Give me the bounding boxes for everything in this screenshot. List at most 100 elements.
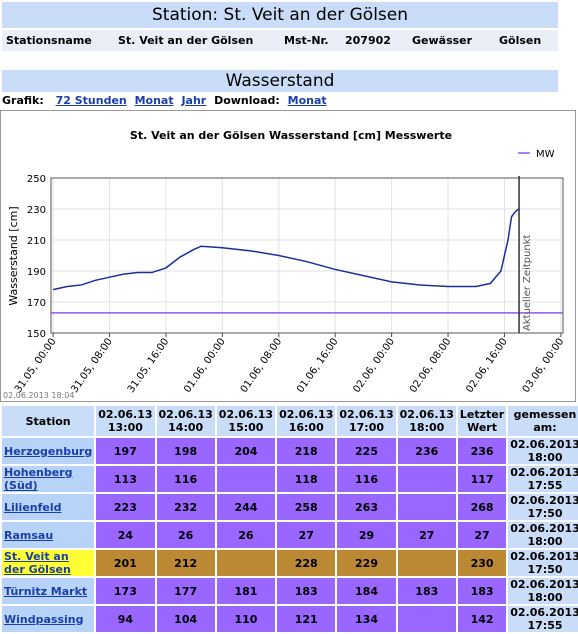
column-header: Station bbox=[2, 406, 95, 436]
section-title: Wasserstand bbox=[2, 70, 558, 92]
x-tick-label: 31.05, 00:00 bbox=[13, 336, 59, 395]
nav-link[interactable]: Monat bbox=[287, 94, 327, 107]
station-cell: St. Veit an der Gölsen bbox=[2, 550, 95, 576]
chart-box: St. Veit an der Gölsen Wasserstand [cm] … bbox=[0, 110, 576, 402]
station-cell: Windpassing bbox=[2, 606, 95, 632]
value-cell: 212 bbox=[156, 550, 215, 576]
measured-at: 02.06.2013 18:00 bbox=[508, 578, 578, 604]
value-cell: 183 bbox=[277, 578, 336, 604]
header-text: 16:00 bbox=[288, 421, 324, 434]
info-label: Gewässer bbox=[412, 34, 473, 47]
header-text: 02.06.13 bbox=[158, 408, 213, 421]
station-link[interactable]: Lilienfeld bbox=[4, 500, 62, 514]
station-link[interactable]: Hohenberg (Süd) bbox=[4, 466, 73, 492]
x-tick-label: 03.06, 00:00 bbox=[521, 336, 567, 395]
value-cell: 27 bbox=[277, 522, 336, 548]
x-tick-label: 01.06, 16:00 bbox=[295, 336, 341, 395]
value-cell: 121 bbox=[277, 606, 336, 632]
value-cell: 24 bbox=[96, 522, 155, 548]
header-text: 14:00 bbox=[168, 421, 204, 434]
column-header: Letzter Wert bbox=[457, 406, 507, 436]
measured-at: 02.06.2013 17:50 bbox=[508, 550, 578, 576]
station-link[interactable]: Windpassing bbox=[4, 612, 84, 626]
station-row: St. Veit an der Gölsen 201 212 228 229 230 02.… bbox=[2, 550, 578, 576]
value-cell: 223 bbox=[96, 494, 155, 520]
header-text: 17:00 bbox=[348, 421, 384, 434]
measured-at: 02.06.2013 17:55 bbox=[508, 606, 578, 632]
value-cell: 228 bbox=[277, 550, 336, 576]
nav-label: Download: bbox=[214, 94, 280, 107]
timestamp: 02.06.2013 18:04 bbox=[3, 391, 74, 400]
x-tick-label: 02.06, 16:00 bbox=[464, 336, 510, 395]
plot-frame bbox=[50, 177, 564, 334]
nav-link[interactable]: Jahr bbox=[181, 94, 207, 107]
value-cell: 181 bbox=[216, 578, 276, 604]
header-text: 02.06.13 bbox=[218, 408, 274, 421]
value-cell: 104 bbox=[156, 606, 215, 632]
value-cell bbox=[216, 550, 276, 576]
header-text: 02.06.13 bbox=[339, 408, 394, 421]
nav-link[interactable]: Monat bbox=[134, 94, 174, 107]
header-text: 02.06.13 bbox=[98, 408, 153, 421]
value-cell: 232 bbox=[156, 494, 215, 520]
station-title: Station: St. Veit an der Gölsen bbox=[2, 2, 558, 28]
column-header: gemessen am: bbox=[508, 406, 578, 436]
value-cell: 26 bbox=[216, 522, 276, 548]
station-row: Ramsau 24 26 26 27 29 27 27 02.06.2013 18:00 bbox=[2, 522, 578, 548]
value-cell: 27 bbox=[457, 522, 507, 548]
station-link[interactable]: Herzogenburg bbox=[4, 444, 93, 458]
nav-link[interactable]: 72 Stunden bbox=[55, 94, 127, 107]
station-row: Türnitz Markt 173 177 181 183 184 183 183 02.06.… bbox=[2, 578, 578, 604]
value-cell: 236 bbox=[397, 438, 456, 464]
station-table: Station 02.06.13 13:00 02.06.13 14:00 02.06.1… bbox=[0, 404, 578, 634]
value-cell: 201 bbox=[96, 550, 155, 576]
x-tick-label: 01.06, 08:00 bbox=[239, 336, 285, 395]
chart-title: St. Veit an der Gölsen Wasserstand [cm] … bbox=[130, 129, 452, 142]
y-tick-label: 190 bbox=[27, 267, 46, 278]
value-cell: 183 bbox=[457, 578, 507, 604]
station-cell: Herzogenburg bbox=[2, 438, 95, 464]
station-cell: Lilienfeld bbox=[2, 494, 95, 520]
value-cell: 263 bbox=[337, 494, 396, 520]
station-link[interactable]: Ramsau bbox=[4, 528, 54, 542]
value-cell: 113 bbox=[96, 466, 155, 492]
legend-label: MW bbox=[536, 149, 555, 160]
station-link[interactable]: St. Veit an der Gölsen bbox=[4, 550, 71, 576]
column-header: 02.06.13 17:00 bbox=[337, 406, 396, 436]
station-row: Herzogenburg 197 198 204 218 225 236 236 02.06.2… bbox=[2, 438, 578, 464]
value-cell: 110 bbox=[216, 606, 276, 632]
value-cell: 183 bbox=[397, 578, 456, 604]
value-cell: 184 bbox=[337, 578, 396, 604]
nav-label: Grafik: bbox=[2, 94, 44, 107]
value-cell: 258 bbox=[277, 494, 336, 520]
measured-at: 02.06.2013 18:00 bbox=[508, 522, 578, 548]
x-tick-label: 02.06, 00:00 bbox=[351, 336, 397, 395]
header-text: 13:00 bbox=[107, 421, 143, 434]
value-cell: 117 bbox=[457, 466, 507, 492]
column-header: 02.06.13 16:00 bbox=[277, 406, 336, 436]
value-cell: 244 bbox=[216, 494, 276, 520]
value-cell: 197 bbox=[96, 438, 155, 464]
info-value: 207902 bbox=[345, 34, 391, 47]
y-tick-label: 210 bbox=[27, 236, 46, 247]
x-tick-label: 02.06, 08:00 bbox=[408, 336, 454, 395]
value-cell: 173 bbox=[96, 578, 155, 604]
y-axis-label: Wasserstand [cm] bbox=[7, 206, 20, 305]
value-cell: 142 bbox=[457, 606, 507, 632]
header-row: Station 02.06.13 13:00 02.06.13 14:00 02.06.1… bbox=[2, 406, 578, 436]
y-tick-label: 230 bbox=[27, 205, 46, 216]
header-text: Letzter bbox=[459, 408, 505, 421]
station-link[interactable]: Türnitz Markt bbox=[4, 584, 88, 598]
station-row: Hohenberg (Süd) 113 116 118 116 117 02.06.2013… bbox=[2, 466, 578, 492]
station-cell: Türnitz Markt bbox=[2, 578, 95, 604]
station-cell: Ramsau bbox=[2, 522, 95, 548]
measured-at: 02.06.2013 17:55 bbox=[508, 466, 578, 492]
header-text: Station bbox=[25, 414, 71, 428]
column-header: 02.06.13 14:00 bbox=[156, 406, 215, 436]
nav: Grafik: 72 Stunden Monat Jahr Download: … bbox=[2, 94, 327, 107]
header-text: gemessen am: bbox=[513, 408, 577, 434]
column-header: 02.06.13 13:00 bbox=[96, 406, 155, 436]
current-time-label: Aktueller Zeitpunkt bbox=[522, 234, 533, 331]
value-cell bbox=[397, 466, 456, 492]
